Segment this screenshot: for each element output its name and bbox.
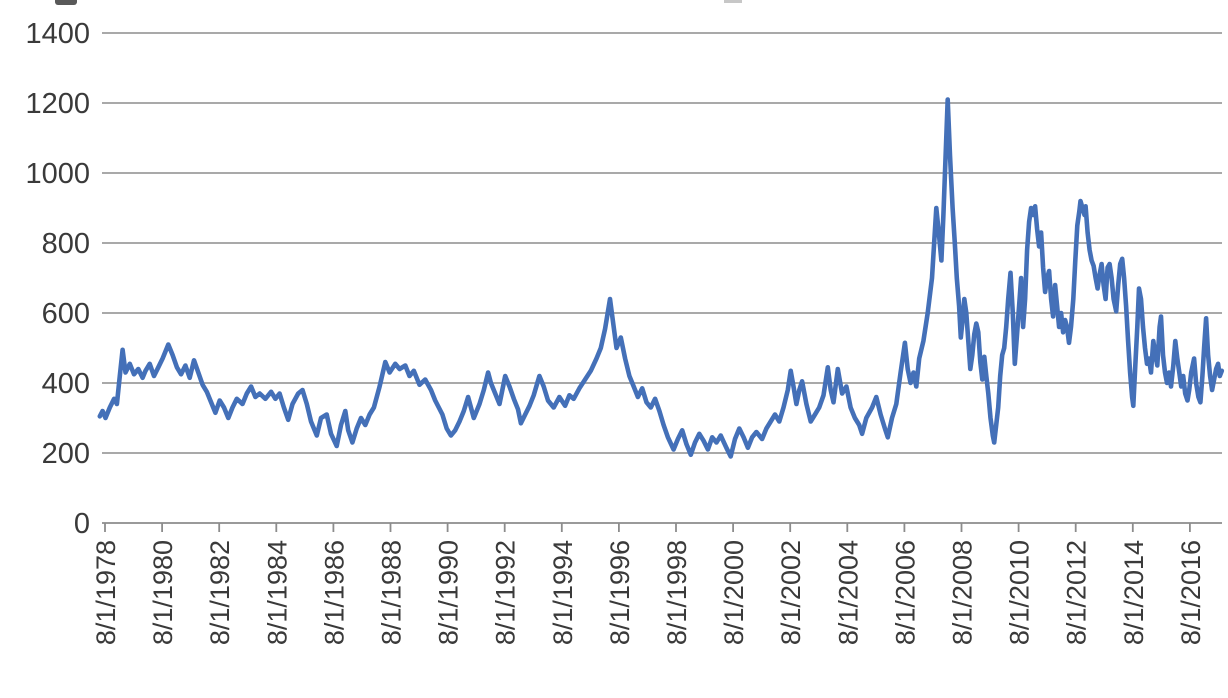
x-tick-label: 8/1/1994 (548, 540, 578, 645)
x-tick-label: 8/1/1978 (91, 540, 121, 645)
x-tick-label: 8/1/1996 (605, 540, 635, 645)
x-axis: 8/1/1978 8/1/1980 8/1/1982 8/1/1984 8/1/1986… (91, 523, 1206, 645)
x-tick-label: 8/1/1992 (491, 540, 521, 645)
y-tick-label: 1000 (25, 158, 90, 190)
x-tick-label: 8/1/2008 (948, 540, 978, 645)
y-axis-labels: 0 200 400 600 800 1000 1200 1400 (25, 18, 90, 540)
y-tick-label: 600 (42, 298, 90, 330)
x-tick-label: 8/1/1984 (262, 540, 292, 645)
x-tick-label: 8/1/1980 (148, 540, 178, 645)
x-tick-label: 8/1/1982 (205, 540, 235, 645)
x-tick-label: 8/1/2014 (1119, 540, 1149, 645)
x-tick-label: 8/1/2000 (719, 540, 749, 645)
x-tick-label: 8/1/2010 (1005, 540, 1035, 645)
x-tick-label: 8/1/2012 (1062, 540, 1092, 645)
x-tick-label: 8/1/2002 (776, 540, 806, 645)
y-tick-label: 1400 (25, 18, 90, 50)
y-tick-label: 1200 (25, 88, 90, 120)
price-series-line (97, 97, 1225, 459)
gridlines (102, 32, 1222, 524)
x-tick-label: 8/1/2006 (890, 540, 920, 645)
y-tick-label: 0 (74, 508, 90, 540)
x-tick-label: 8/1/1998 (662, 540, 692, 645)
x-tick-label: 8/1/2004 (833, 540, 863, 645)
x-tick-label: 8/1/1990 (434, 540, 464, 645)
x-tick-label: 8/1/1988 (377, 540, 407, 645)
x-tick-label: 8/1/1986 (319, 540, 349, 645)
x-tick-label: 8/1/2016 (1176, 540, 1206, 645)
y-tick-label: 800 (42, 228, 90, 260)
y-tick-label: 400 (42, 368, 90, 400)
series-lines (97, 97, 1225, 459)
y-tick-label: 200 (42, 438, 90, 470)
